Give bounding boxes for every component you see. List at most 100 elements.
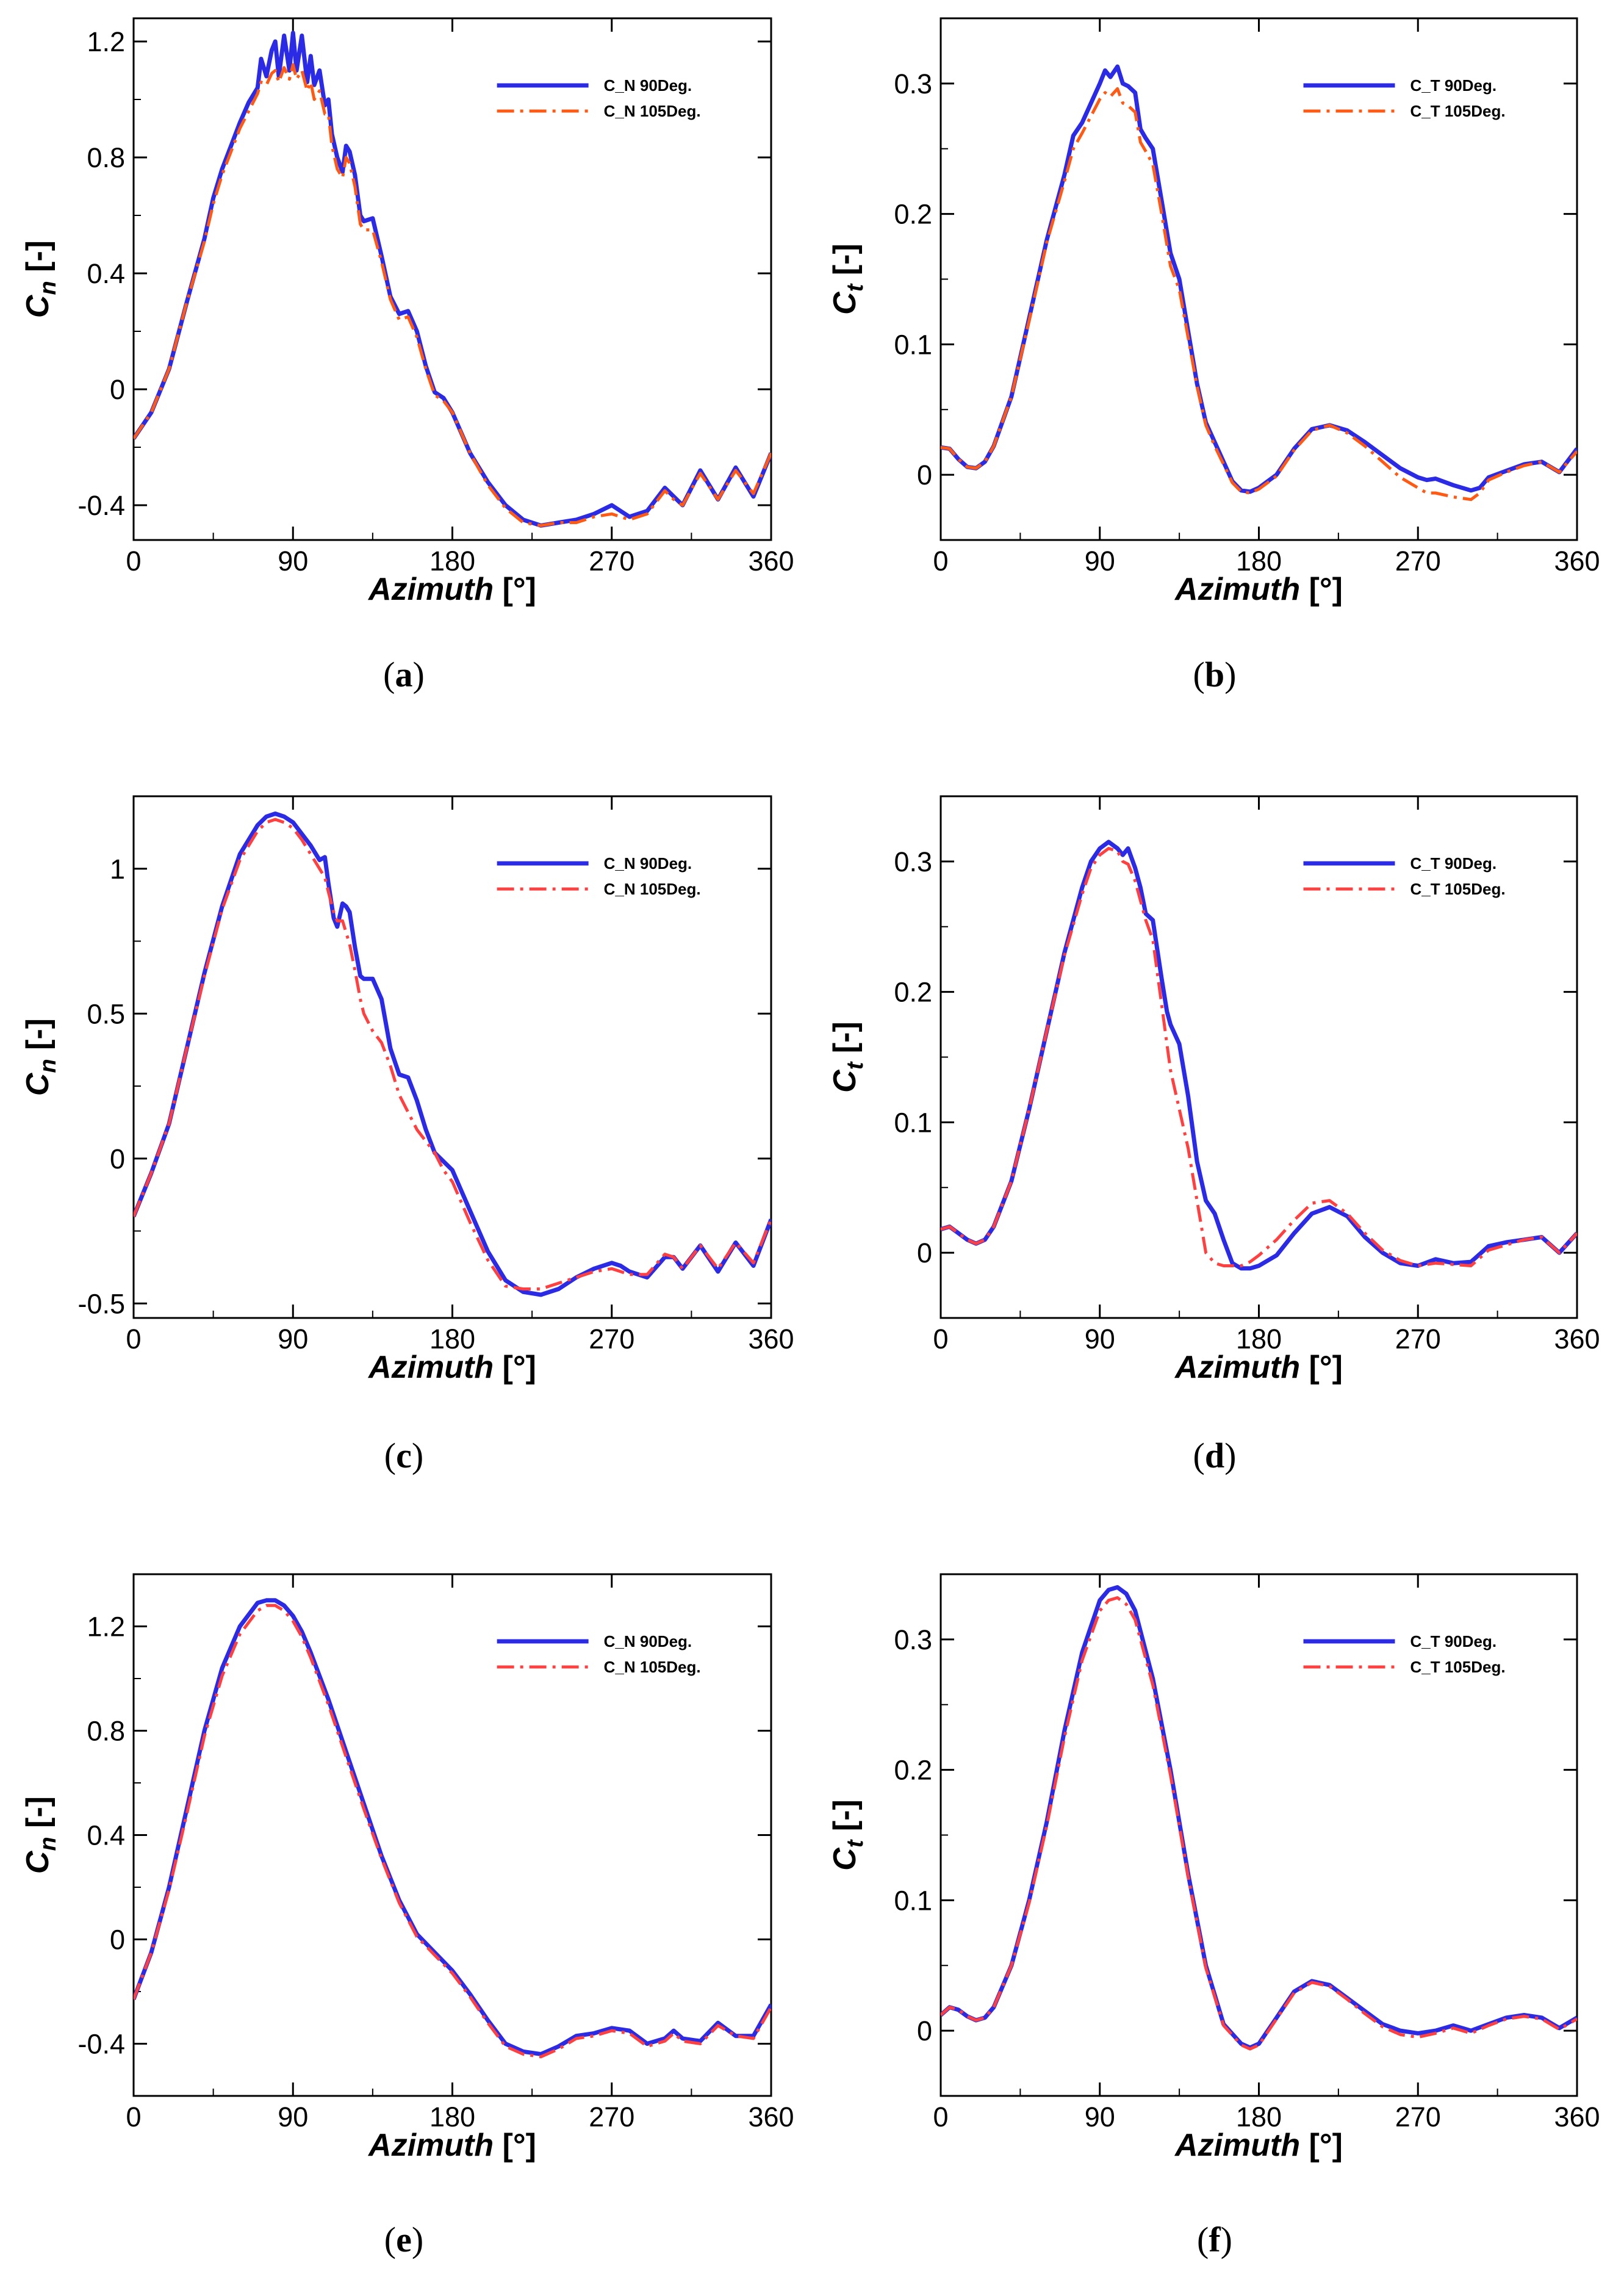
y-tick-label: 0.3 (894, 846, 932, 877)
y-tick-label: -0.5 (77, 1288, 125, 1319)
y-tick-label: 0 (917, 2015, 932, 2046)
series-line-105deg (941, 87, 1577, 502)
x-tick-label: 90 (1085, 545, 1115, 577)
x-tick-label: 90 (1085, 1323, 1115, 1355)
legend-label: C_N 90Deg. (604, 76, 692, 95)
plot-frame (940, 795, 1578, 1319)
y-tick-label: 0.2 (894, 977, 932, 1008)
plot-frame (940, 1573, 1578, 2097)
x-axis-label: Azimuth [°] (367, 1350, 536, 1385)
x-tick-label: 0 (933, 1323, 948, 1355)
caption-a: (a) (383, 655, 425, 694)
chart-panel-b: 0 90 180 270 360 0 0.1 0.2 0.3 Azimuth [°] Ct [-] C… (827, 17, 1600, 607)
y-tick-label: 0.2 (894, 1755, 932, 1786)
caption-b: (b) (1193, 655, 1237, 694)
chart-panel-f: 0 90 180 270 360 0 0.1 0.2 0.3 Azimuth [°] Ct [-] C… (827, 1573, 1600, 2163)
series-line-105deg (941, 847, 1577, 1267)
x-tick-label: 90 (278, 2101, 308, 2133)
caption-d: (d) (1193, 1436, 1237, 1475)
x-tick-label: 180 (1236, 2101, 1282, 2133)
x-axis-label: Azimuth [°] (1174, 572, 1343, 607)
legend-label: C_T 105Deg. (1410, 880, 1506, 898)
y-tick-label: 0 (110, 1924, 125, 1956)
x-tick-label: 360 (1554, 545, 1600, 577)
x-axis-label: Azimuth [°] (1174, 2128, 1343, 2163)
legend-label: C_T 90Deg. (1410, 854, 1497, 873)
x-tick-label: 360 (748, 545, 794, 577)
y-tick-label: 0 (917, 1237, 932, 1269)
x-tick-label: 180 (429, 2101, 475, 2133)
series-line-90deg (134, 1598, 771, 2057)
x-tick-label: 270 (1395, 545, 1441, 577)
y-tick-label: 0 (110, 1143, 125, 1175)
y-tick-label: 1 (110, 854, 125, 885)
y-axis-label: Cn [-] (20, 1796, 61, 1874)
x-tick-label: 90 (1085, 2101, 1115, 2133)
legend-label: C_T 105Deg. (1410, 1658, 1506, 1676)
chart-panel-d: 0 90 180 270 360 0 0.1 0.2 0.3 Azimuth [°] Ct [-] C… (827, 795, 1600, 1385)
y-axis-label: Ct [-] (827, 1021, 868, 1093)
x-tick-label: 0 (126, 2101, 141, 2133)
x-tick-label: 270 (1395, 2101, 1441, 2133)
y-tick-label: 0.1 (894, 329, 932, 360)
y-tick-label: 0.4 (87, 1820, 125, 1851)
y-tick-label: 0.1 (894, 1885, 932, 1916)
y-tick-label: 0 (917, 459, 932, 491)
y-axis-label: Cn [-] (20, 1018, 61, 1096)
y-tick-label: 0.1 (894, 1107, 932, 1138)
y-tick-label: 0 (110, 374, 125, 405)
legend-label: C_T 90Deg. (1410, 1632, 1497, 1650)
legend-label: C_N 105Deg. (604, 880, 701, 898)
y-tick-label: 0.8 (87, 142, 125, 173)
legend-label: C_N 90Deg. (604, 1632, 692, 1650)
x-tick-label: 90 (278, 545, 308, 577)
x-tick-label: 270 (1395, 1323, 1441, 1355)
y-tick-label: 0.2 (894, 199, 932, 230)
x-tick-label: 360 (1554, 2101, 1600, 2133)
legend-label: C_T 105Deg. (1410, 102, 1506, 120)
x-tick-label: 0 (126, 1323, 141, 1355)
y-tick-label: 1.2 (87, 1611, 125, 1643)
series-line-90deg (134, 31, 771, 528)
x-tick-label: 0 (126, 545, 141, 577)
series-line-105deg (134, 1604, 771, 2059)
chart-panel-e: 0 90 180 270 360 -0.4 0 0.4 0.8 1.2 Azimuth [°] Cn … (20, 1573, 794, 2163)
y-tick-label: 0.5 (87, 998, 125, 1029)
series-line-105deg (134, 818, 771, 1290)
x-tick-label: 180 (1236, 545, 1282, 577)
x-tick-label: 180 (429, 1323, 475, 1355)
x-tick-label: 0 (933, 545, 948, 577)
legend-label: C_N 105Deg. (604, 102, 701, 120)
x-axis-label: Azimuth [°] (1174, 1350, 1343, 1385)
legend-label: C_N 105Deg. (604, 1658, 701, 1676)
x-tick-label: 180 (1236, 1323, 1282, 1355)
x-tick-label: 360 (748, 2101, 794, 2133)
x-tick-label: 360 (1554, 1323, 1600, 1355)
legend-label: C_T 90Deg. (1410, 76, 1497, 95)
y-tick-label: 0.3 (894, 68, 932, 99)
x-tick-label: 180 (429, 545, 475, 577)
y-tick-label: 0.4 (87, 258, 125, 289)
series-line-90deg (134, 812, 771, 1297)
caption-e: (e) (384, 2220, 423, 2259)
y-tick-label: -0.4 (77, 490, 125, 521)
y-tick-label: -0.4 (77, 2029, 125, 2060)
plot-frame (132, 795, 772, 1319)
x-tick-label: 360 (748, 1323, 794, 1355)
y-tick-label: 0.3 (894, 1624, 932, 1655)
x-tick-label: 90 (278, 1323, 308, 1355)
y-tick-label: 0.8 (87, 1716, 125, 1747)
plot-frame (132, 17, 772, 541)
caption-c: (c) (384, 1436, 423, 1475)
y-axis-label: Ct [-] (827, 243, 868, 315)
legend-label: C_N 90Deg. (604, 854, 692, 873)
y-axis-label: Ct [-] (827, 1799, 868, 1871)
series-line-105deg (941, 1596, 1577, 2051)
y-tick-label: 1.2 (87, 26, 125, 57)
y-axis-label: Cn [-] (20, 240, 61, 318)
caption-f: (f) (1197, 2220, 1232, 2259)
x-tick-label: 270 (589, 1323, 634, 1355)
